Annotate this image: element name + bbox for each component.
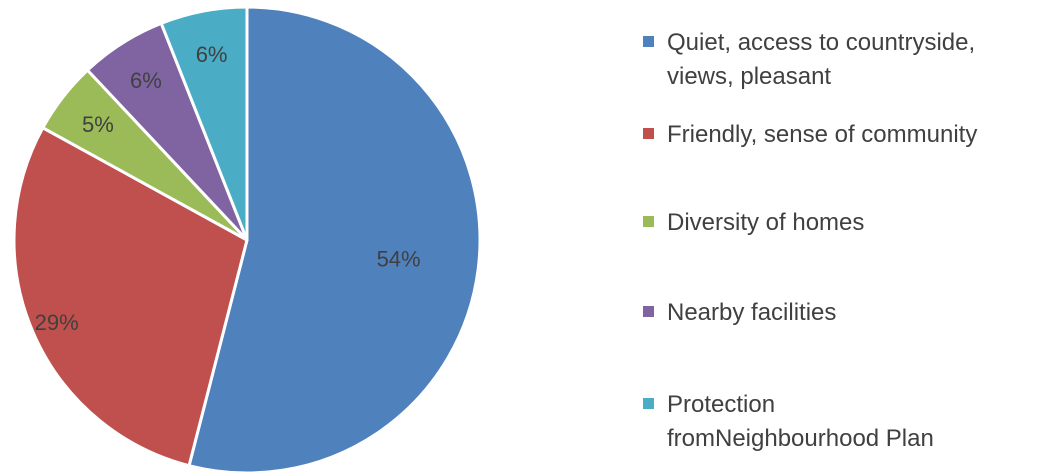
pie-slice [159,5,249,242]
slice-data-label: 29% [35,310,79,335]
legend-label: Friendly, sense of community [667,118,1027,152]
slice-data-label: 6% [196,42,228,67]
legend-label: Protection fromNeighbourhood Plan [667,388,1027,456]
legend-item: Nearby facilities [643,296,1027,330]
slice-data-label: 6% [130,68,162,93]
legend-label-line: Friendly, sense of community [667,121,978,148]
legend-swatch [643,36,654,47]
legend-item: Quiet, access to countryside, views, plea… [643,26,1027,94]
legend-label-line: fromNeighbourhood Plan [667,425,934,452]
legend-label-line: Protection [667,391,776,418]
slice-data-label: 54% [377,247,421,272]
legend-label: Quiet, access to countryside, views, plea… [667,26,1027,94]
legend-item: Friendly, sense of community [643,118,1027,152]
pie-chart: 54% 29% 5% 6% 6% [12,5,482,473]
pie-slice [187,5,482,473]
legend-swatch [643,398,654,409]
legend-swatch [643,306,654,317]
pie-slice [12,126,249,468]
legend-label-line: Nearby facilities [667,299,837,326]
legend-label: Diversity of homes [667,206,1027,240]
legend-swatch [643,128,654,139]
legend-item: Protection fromNeighbourhood Plan [643,388,1027,456]
legend-label: Nearby facilities [667,296,1027,330]
legend-label-line: Diversity of homes [667,209,865,236]
legend-label-line: views, pleasant [667,63,832,90]
slice-data-label: 5% [82,112,114,137]
legend-swatch [643,216,654,227]
legend-item: Diversity of homes [643,206,1027,240]
legend-label-line: Quiet, access to countryside, [667,29,976,56]
